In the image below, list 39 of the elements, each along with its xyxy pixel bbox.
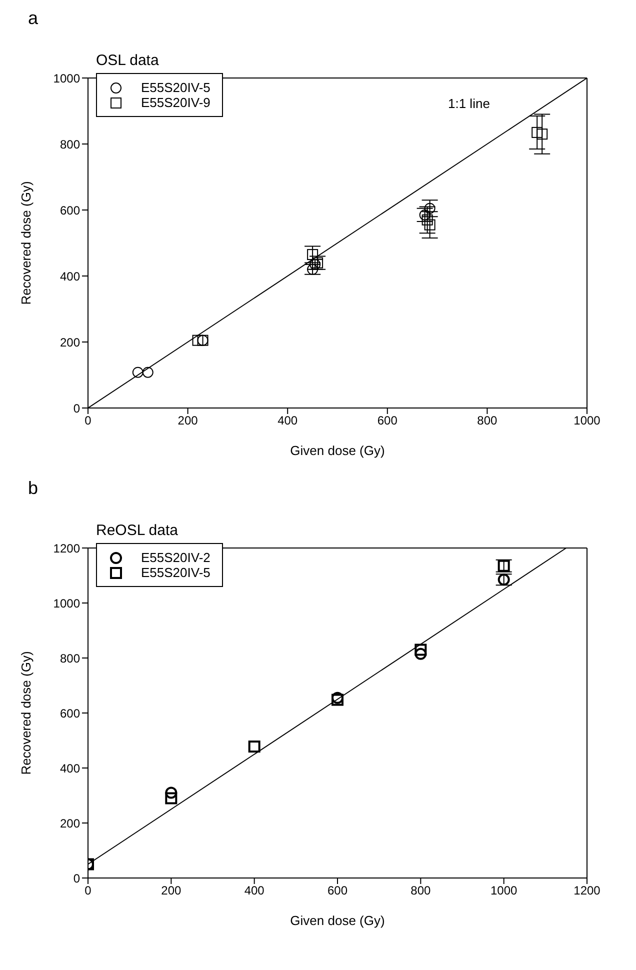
- y-tick-label: 0: [73, 401, 80, 416]
- x-tick-label: 200: [178, 414, 198, 428]
- x-axis-title: Given dose (Gy): [290, 913, 385, 928]
- legend-title: OSL data: [96, 52, 160, 69]
- x-tick-label: 1000: [574, 414, 601, 428]
- y-tick-label: 1000: [53, 71, 80, 86]
- y-axis-title: Recovered dose (Gy): [18, 651, 34, 775]
- x-tick-label: 0: [84, 414, 92, 428]
- x-tick-label: 800: [477, 414, 498, 428]
- x-tick-label: 0: [84, 884, 92, 898]
- x-tick-label: 600: [377, 414, 398, 428]
- x-tick-label: 1000: [490, 884, 518, 898]
- y-tick-label: 400: [60, 761, 80, 776]
- y-tick-label: 0: [73, 871, 80, 886]
- y-tick-label: 1000: [53, 596, 80, 610]
- y-tick-label: 800: [60, 137, 80, 152]
- legend-label: E55S20IV-5: [141, 80, 210, 95]
- chart-title: b: [27, 478, 40, 500]
- y-tick-label: 600: [60, 203, 80, 218]
- x-tick-label: 800: [410, 884, 431, 898]
- y-tick-label: 800: [60, 651, 80, 666]
- x-tick-label: 1200: [574, 884, 601, 898]
- legend-label: E55S20IV-2: [141, 550, 210, 565]
- y-tick-label: 200: [60, 335, 80, 350]
- x-tick-label: 200: [161, 884, 182, 898]
- y-axis-title: Recovered dose (Gy): [18, 181, 34, 305]
- y-tick-label: 200: [60, 816, 80, 830]
- y-tick-label: 400: [60, 269, 80, 284]
- y-tick-label: 600: [60, 706, 80, 720]
- legend-label: E55S20IV-9: [141, 95, 210, 110]
- x-tick-label: 400: [244, 884, 265, 898]
- x-tick-label: 400: [278, 414, 298, 428]
- legend-label: E55S20IV-5: [141, 565, 210, 580]
- y-tick-label: 1200: [53, 541, 80, 556]
- annotation: 1:1 line: [448, 96, 490, 111]
- legend-title: ReOSL data: [96, 522, 179, 539]
- x-tick-label: 600: [327, 884, 348, 898]
- x-axis-title: Given dose (Gy): [290, 443, 385, 458]
- chart-title: a: [27, 8, 40, 30]
